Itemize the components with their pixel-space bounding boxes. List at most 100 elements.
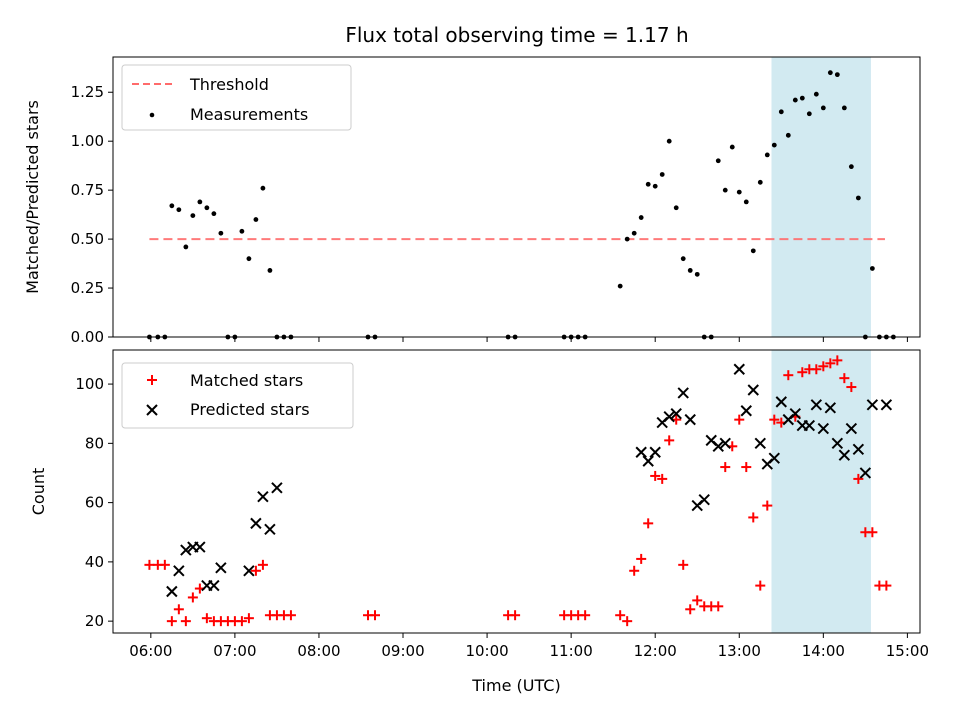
x-tick-label: 08:00 (297, 642, 340, 660)
legend-predicted-label: Predicted stars (190, 400, 310, 419)
measurement-point (743, 199, 749, 205)
predicted-star-point (768, 452, 780, 464)
measurement-point (729, 144, 735, 150)
count-x-ticks: 06:00 07:00 08:00 09:00 10:00 11:00 12:00 13:00… (129, 633, 929, 660)
y-tick-label: 100 (75, 375, 104, 393)
matched-star-point (797, 367, 808, 378)
predicted-star-point (208, 579, 220, 592)
matched-star-point (510, 610, 521, 621)
measurement-point (771, 142, 777, 148)
matched-star-point (741, 462, 752, 473)
matched-star-point (762, 500, 773, 511)
measurement-point (631, 230, 637, 236)
matched-star-point (818, 361, 829, 372)
matched-star-point (720, 462, 731, 473)
matched-star-point (629, 565, 640, 576)
predicted-star-point (194, 541, 206, 553)
predicted-star-point (845, 422, 858, 435)
y-tick-label: 0.00 (71, 328, 104, 346)
measurement-point (792, 97, 798, 103)
measurement-point (813, 91, 819, 97)
matched-star-point (846, 382, 857, 393)
ratio-legend: Threshold Measurements (121, 64, 352, 131)
measurement-point (799, 95, 805, 101)
matched-star-point (748, 512, 759, 523)
ratio-axes-frame (112, 56, 921, 338)
chart-title: Flux total observing time = 1.17 h (345, 23, 688, 47)
measurement-point (617, 283, 623, 289)
matched-star-point (636, 553, 647, 564)
predicted-star-point (838, 449, 851, 461)
highlight-span-top (771, 57, 871, 337)
matched-star-point (187, 592, 198, 603)
ratio-x-ticks (150, 337, 908, 342)
y-tick-label: 60 (85, 494, 104, 512)
predicted-star-point (803, 419, 816, 432)
ratio-data-layer (147, 70, 896, 340)
matched-star-point (236, 616, 247, 627)
predicted-star-point (817, 422, 830, 435)
measurement-point (806, 111, 812, 117)
matched-star-point (615, 610, 626, 621)
count-legend: Matched stars Predicted stars (121, 362, 354, 429)
count-panel: 20 40 60 80 100 06:00 07:00 08:00 09:00 10:00 11:… (29, 349, 929, 695)
predicted-star-point (698, 493, 710, 506)
predicted-star-point (670, 408, 682, 420)
measurement-point (239, 228, 245, 234)
measurement-point (848, 164, 854, 170)
measurement-point (673, 205, 679, 211)
count-y-ticks: 20 40 60 80 100 (75, 375, 113, 630)
predicted-star-point (635, 446, 647, 458)
predicted-star-point (880, 399, 893, 411)
legend-x-marker (146, 404, 158, 416)
measurement-point (652, 183, 658, 189)
predicted-star-point (775, 396, 788, 408)
matched-star-point (839, 373, 850, 384)
measurement-point (204, 205, 210, 211)
y-tick-label: 40 (85, 553, 104, 571)
measurement-point (722, 187, 728, 193)
matched-star-point (678, 559, 689, 570)
ratio-legend-box (121, 64, 352, 131)
measurement-point (869, 266, 875, 271)
predicted-star-point (257, 490, 269, 503)
legend-matched-swatch (147, 375, 157, 385)
measurement-point (687, 268, 693, 273)
matched-star-point (201, 613, 212, 624)
y-tick-label: 1.25 (71, 83, 104, 101)
predicted-star-point (719, 437, 731, 450)
predicted-star-point (733, 363, 745, 375)
y-tick-label: 20 (85, 612, 104, 630)
matched-star-point (369, 610, 380, 621)
measurement-point (645, 181, 651, 187)
count-axes-frame (112, 349, 921, 634)
x-tick-label: 09:00 (381, 642, 424, 660)
x-tick-label: 10:00 (465, 642, 508, 660)
matched-star-point (643, 518, 654, 529)
predicted-star-point (642, 455, 654, 467)
count-x-axis-label: Time (UTC) (471, 676, 560, 695)
measurement-point (778, 109, 784, 115)
y-tick-label: 0.25 (71, 279, 104, 297)
measurement-point (624, 236, 630, 242)
x-tick-label: 12:00 (634, 642, 677, 660)
measurement-point (260, 185, 266, 191)
measurement-point (211, 211, 217, 217)
matched-star-point (159, 559, 170, 570)
predicted-star-point (684, 413, 696, 426)
highlight-span-bottom (771, 350, 871, 633)
matched-star-point (250, 565, 261, 576)
legend-plus-marker (147, 375, 157, 385)
measurement-point (169, 203, 175, 209)
count-legend-box (121, 362, 354, 429)
predicted-star-point (166, 585, 178, 598)
matched-star-point (166, 616, 177, 627)
measurement-point (715, 158, 721, 164)
matched-star-point (243, 613, 254, 624)
predicted-star-point (740, 405, 752, 417)
predicted-star-point (173, 565, 185, 577)
matched-star-point (664, 435, 675, 446)
measurement-point (190, 213, 196, 219)
matched-star-point (811, 364, 822, 375)
